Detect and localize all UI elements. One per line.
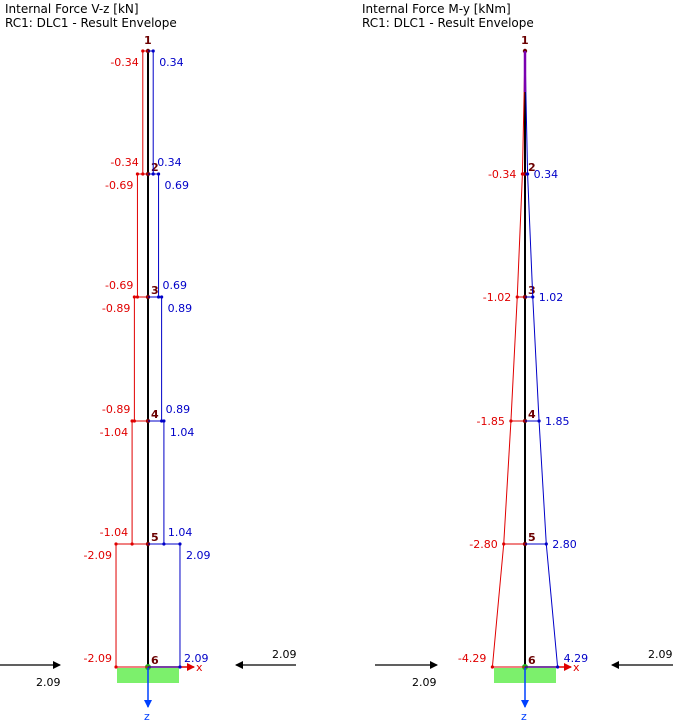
vz-max-bottom-label: 0.34 (157, 156, 182, 169)
my-min-point (502, 542, 506, 546)
vz-title: Internal Force V-z [kN] (5, 2, 139, 16)
vz-min-point (141, 49, 145, 53)
vz-min-point (130, 419, 134, 423)
node-label: 6 (151, 654, 159, 667)
vz-max-top-label: 0.89 (168, 302, 193, 315)
reaction-label-left: 2.09 (412, 676, 437, 689)
my-min-point (509, 419, 513, 423)
vz-min-top-label: -1.04 (100, 426, 128, 439)
vz-max-top-label: 2.09 (186, 549, 211, 562)
vz-max-bottom-label: 0.69 (163, 279, 188, 292)
vz-min-envelope (133, 296, 148, 422)
vz-min-top-label: -0.89 (102, 302, 130, 315)
node-label: 3 (528, 284, 536, 297)
vz-max-point (178, 665, 182, 669)
my-min-label: -2.80 (469, 538, 497, 551)
node-label: 4 (528, 408, 536, 421)
vz-max-bottom-label: 2.09 (184, 652, 209, 665)
vz-min-top-label: -2.09 (84, 549, 112, 562)
my-min-point (515, 295, 519, 299)
vz-min-envelope (131, 420, 148, 545)
vz-min-bottom-label: -0.89 (102, 403, 130, 416)
vz-max-point (151, 49, 155, 53)
axis-z-label: z (144, 710, 150, 722)
my-max-point (537, 419, 541, 423)
node-label: 6 (528, 654, 536, 667)
vz-max-point (160, 295, 164, 299)
my-max-label: 4.29 (564, 652, 589, 665)
vz-panel: 1 2 3 4 5 6 x z 2.09 2.09 -0.34 0.34 -0.34 0.34 -0.69 0… (0, 34, 297, 722)
my-subtitle: RC1: DLC1 - Result Envelope (362, 16, 534, 30)
my-min-point (490, 665, 494, 669)
vz-min-top-label: -0.34 (110, 56, 138, 69)
my-max-point (556, 665, 560, 669)
vz-max-bottom-label: 1.04 (168, 526, 193, 539)
axis-x-label: x (196, 661, 203, 674)
my-min-envelope (491, 50, 526, 668)
my-max-label: 0.34 (534, 168, 559, 181)
my-panel: 1 2 3 4 5 6 x z 2.09 2.09 -0.34 0.34 -1.02 1.02 -1.85 1… (375, 34, 673, 722)
vz-max-point (178, 542, 182, 546)
vz-min-envelope (136, 173, 148, 298)
vz-subtitle: RC1: DLC1 - Result Envelope (5, 16, 177, 30)
my-max-label: 2.80 (552, 538, 577, 551)
my-max-point (531, 295, 535, 299)
vz-min-point (114, 542, 118, 546)
vz-max-point (156, 172, 161, 176)
node-label: 5 (151, 531, 159, 544)
axis-x-label: x (573, 661, 580, 674)
vz-max-top-label: 1.04 (170, 426, 195, 439)
reaction-label-right: 2.09 (648, 648, 673, 661)
my-min-label: -1.85 (476, 415, 504, 428)
vz-max-envelope (148, 173, 160, 298)
node-label: 5 (528, 531, 536, 544)
reaction-label-right: 2.09 (272, 648, 297, 661)
my-min-label: -0.34 (488, 168, 516, 181)
vz-max-bottom-label: 0.89 (166, 403, 191, 416)
node-label: 4 (151, 408, 159, 421)
node-label: 3 (151, 284, 159, 297)
node-label: 2 (151, 161, 159, 174)
vz-min-top-label: -0.69 (105, 179, 133, 192)
vz-max-point (162, 419, 166, 423)
vz-min-bottom-label: -0.69 (105, 279, 133, 292)
my-min-point (520, 172, 525, 176)
vz-min-bottom-label: -2.09 (84, 652, 112, 665)
my-max-label: 1.85 (545, 415, 570, 428)
my-min-label: -1.02 (483, 291, 511, 304)
vz-min-point (132, 295, 136, 299)
node-label: 1 (144, 34, 152, 47)
my-max-label: 1.02 (539, 291, 564, 304)
vz-min-point (114, 665, 118, 669)
vz-min-point (135, 172, 140, 176)
vz-min-envelope (115, 543, 148, 668)
node-label: 1 (521, 34, 529, 47)
node-label: 2 (528, 161, 536, 174)
my-max-point (544, 542, 548, 546)
vz-max-top-label: 0.69 (165, 179, 190, 192)
vz-min-bottom-label: -0.34 (110, 156, 138, 169)
reaction-label-left: 2.09 (36, 676, 61, 689)
vz-max-envelope (148, 296, 163, 422)
my-min-label: -4.29 (458, 652, 486, 665)
vz-max-envelope (148, 543, 181, 668)
my-title: Internal Force M-y [kNm] (362, 2, 511, 16)
vz-max-envelope (148, 420, 165, 545)
vz-min-bottom-label: -1.04 (100, 526, 128, 539)
my-max-point (525, 172, 530, 176)
my-max-envelope (524, 50, 559, 668)
axis-z-label: z (521, 710, 527, 722)
vz-max-top-label: 0.34 (159, 56, 184, 69)
